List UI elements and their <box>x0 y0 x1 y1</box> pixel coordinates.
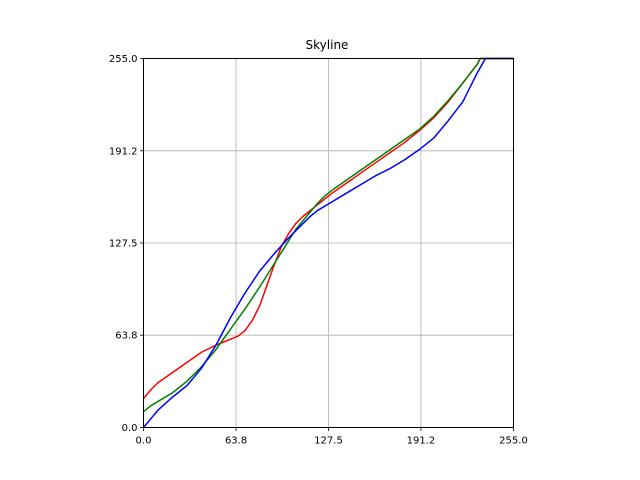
x-tick-label: 63.8 <box>225 436 247 447</box>
x-tick-label: 0.0 <box>136 436 152 447</box>
series-group <box>142 57 514 428</box>
y-tick-label: 63.8 <box>115 331 137 342</box>
x-tick-label: 127.5 <box>314 436 343 447</box>
y-axis: 0.0 63.8 127.5 191.2 255.0 <box>109 54 144 434</box>
y-tick-label: 127.5 <box>109 239 138 250</box>
chart-title: Skyline <box>306 38 349 52</box>
series-line-0 <box>142 57 514 400</box>
x-tick-label: 255.0 <box>499 436 528 447</box>
series-line-2 <box>142 57 514 428</box>
y-tick-label: 0.0 <box>122 423 138 434</box>
x-tick-label: 191.2 <box>407 436 436 447</box>
x-axis: 0.0 63.8 127.5 191.2 255.0 <box>136 427 528 447</box>
y-tick-label: 255.0 <box>109 54 138 65</box>
y-tick-label: 191.2 <box>109 146 138 157</box>
series-line-1 <box>143 57 514 413</box>
